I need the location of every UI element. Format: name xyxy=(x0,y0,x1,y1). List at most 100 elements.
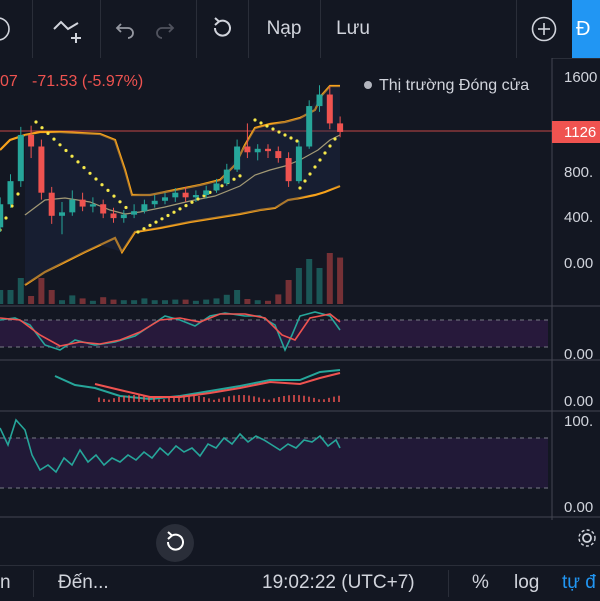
log-scale-toggle[interactable]: log xyxy=(514,572,540,593)
volume-bar xyxy=(100,297,107,304)
macd-hist-bar xyxy=(128,395,130,402)
circle-partial-icon xyxy=(0,17,10,41)
plus-circle-icon xyxy=(531,16,557,42)
macd-hist-bar xyxy=(98,397,100,402)
sar-dot xyxy=(88,171,92,175)
candle-body xyxy=(316,94,323,107)
price-fragment: 07 xyxy=(0,73,18,90)
redo-icon xyxy=(156,23,175,39)
sar-dot xyxy=(64,148,68,153)
sar-dot xyxy=(238,174,242,178)
price-chart[interactable]: 1600 1126 800. 400. 0.00 0.00 0.00 100. … xyxy=(0,58,600,548)
add-indicator-button[interactable] xyxy=(40,0,96,58)
percent-scale-toggle[interactable]: % xyxy=(472,572,489,593)
volume-bar xyxy=(223,294,230,304)
macd-hist-bar xyxy=(103,398,105,402)
macd-hist-bar xyxy=(293,395,295,402)
volume-bar xyxy=(38,278,45,304)
current-price-tag xyxy=(552,121,600,143)
bottom-divider xyxy=(33,570,34,597)
candle-body xyxy=(172,192,179,198)
save-button[interactable]: Lưu xyxy=(336,18,370,39)
macd-line xyxy=(54,369,341,401)
macd-hist-bar xyxy=(138,395,140,402)
scroll-left-button[interactable] xyxy=(0,0,20,58)
candle-body xyxy=(17,134,24,182)
load-button[interactable]: Nạp xyxy=(266,18,302,39)
candle-body xyxy=(162,197,168,201)
candle-body xyxy=(234,146,241,170)
clock-timezone[interactable]: 19:02:22 (UTC+7) xyxy=(262,572,415,593)
sar-dot xyxy=(70,154,74,158)
macd-hist-bar xyxy=(163,399,165,402)
macd-hist-bar xyxy=(313,397,315,402)
sar-dot xyxy=(313,165,317,169)
sar-dot xyxy=(160,217,164,221)
volume-bar xyxy=(59,300,65,304)
sar-dot xyxy=(265,124,269,128)
candle-body xyxy=(244,146,251,153)
volume-bar xyxy=(244,299,251,304)
candle-body xyxy=(337,123,344,132)
order-button[interactable]: Đ xyxy=(572,0,600,58)
volume-bar xyxy=(79,298,86,304)
volume-bar xyxy=(265,300,271,304)
sar-dot xyxy=(259,121,263,125)
macd-hist-bar xyxy=(198,396,200,402)
macd-hist-bar xyxy=(108,399,110,402)
top-toolbar: Nạp Lưu Đ xyxy=(0,0,600,59)
volume-bar xyxy=(110,299,117,304)
goto-date-button[interactable]: Đến... xyxy=(58,572,109,593)
macd-hist-bar xyxy=(303,395,305,402)
chart-area[interactable]: 1600 1126 800. 400. 0.00 0.00 0.00 100. … xyxy=(0,58,600,562)
toolbar-divider xyxy=(32,0,33,58)
volume-bar xyxy=(192,300,199,304)
macd-hist-bar xyxy=(253,396,255,402)
redo-button[interactable] xyxy=(148,0,182,58)
settings-button[interactable] xyxy=(575,526,599,550)
macd-hist-bar xyxy=(193,395,195,402)
candle-body xyxy=(0,204,4,228)
candlestick-series xyxy=(0,85,344,235)
sar-dot xyxy=(190,200,194,204)
volume-bar xyxy=(172,299,179,304)
add-button[interactable] xyxy=(524,0,564,58)
volume-bar xyxy=(131,300,138,304)
macd-hist-bar xyxy=(298,395,300,402)
candle-body xyxy=(285,158,292,182)
volume-bar xyxy=(48,290,55,304)
market-status-dot xyxy=(364,81,372,89)
macd-hist-bar xyxy=(243,395,245,402)
range-button[interactable]: n xyxy=(0,572,11,593)
sar-dot xyxy=(76,160,80,164)
sar-dot xyxy=(58,143,62,147)
volume-bar xyxy=(234,290,241,304)
price-axis-label: 1600 xyxy=(564,69,597,86)
volume-bar xyxy=(162,300,168,304)
volume-bar xyxy=(254,300,261,304)
volume-bar xyxy=(151,300,158,304)
candle-body xyxy=(265,148,271,152)
price-change: -71.53 (-5.97%) xyxy=(32,73,143,90)
sar-dot xyxy=(46,131,50,135)
macd-hist-bar xyxy=(228,396,230,402)
auto-scale-toggle[interactable]: tự đ xyxy=(562,572,596,593)
sar-dot xyxy=(106,188,110,192)
volume-bar xyxy=(285,280,292,304)
macd-hist-bar xyxy=(208,398,210,402)
sar-dot xyxy=(277,130,281,134)
sar-dot xyxy=(166,213,170,218)
gear-icon xyxy=(578,529,596,547)
price-axis-label: 0.00 xyxy=(564,255,593,272)
volume-bar xyxy=(0,290,4,304)
candle-body xyxy=(120,214,127,219)
replay-button[interactable] xyxy=(156,524,194,562)
candle-body xyxy=(275,151,282,159)
sar-dot xyxy=(40,126,44,130)
sar-dot xyxy=(303,179,307,183)
reload-button[interactable] xyxy=(200,0,244,58)
undo-button[interactable] xyxy=(108,0,142,58)
sar-dot xyxy=(16,192,20,196)
macd-hist-bar xyxy=(118,396,120,402)
macd-hist-bar xyxy=(333,396,335,402)
